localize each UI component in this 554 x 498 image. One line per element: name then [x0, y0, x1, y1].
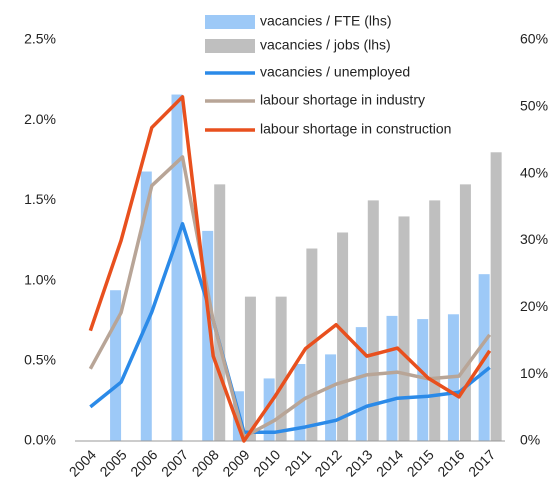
line-series: [88, 155, 492, 439]
bar: [263, 378, 275, 441]
x-tick-label: 2008: [189, 446, 222, 479]
y2-tick-label: 60%: [520, 31, 548, 47]
bar: [386, 315, 398, 441]
bar: [171, 94, 183, 441]
bar: [429, 200, 441, 441]
y2-tick-label: 30%: [520, 231, 548, 247]
x-tick-label: 2014: [373, 446, 406, 479]
x-tick-label: 2006: [127, 446, 160, 479]
x-tick-label: 2013: [342, 446, 375, 479]
bar: [355, 327, 367, 441]
legend-label: labour shortage in construction: [260, 121, 451, 137]
x-tick-label: 2005: [96, 446, 129, 479]
x-tick-label: 2011: [281, 446, 314, 479]
y-tick-label: 1.5%: [24, 191, 56, 207]
legend-swatch: [205, 39, 255, 53]
bar: [275, 296, 287, 441]
x-tick-label: 2012: [311, 446, 344, 479]
bar: [417, 319, 429, 441]
legend-swatch: [205, 15, 255, 29]
y2-tick-label: 0%: [520, 432, 540, 448]
bar: [202, 230, 214, 441]
y2-tick-label: 40%: [520, 164, 548, 180]
y-tick-label: 2.0%: [24, 111, 56, 127]
bar: [337, 232, 349, 441]
x-tick-label: 2007: [158, 446, 191, 479]
x-tick-label: 2010: [250, 446, 283, 479]
legend-label: vacancies / jobs (lhs): [260, 37, 391, 53]
bar: [244, 296, 256, 441]
bar: [110, 290, 122, 441]
y-tick-label: 0.5%: [24, 352, 56, 368]
bar: [140, 171, 152, 441]
legend-label: labour shortage in industry: [260, 92, 425, 108]
legend-label: vacancies / FTE (lhs): [260, 13, 391, 29]
y2-tick-label: 20%: [520, 298, 548, 314]
legend-label: vacancies / unemployed: [260, 64, 410, 80]
x-tick-label: 2015: [404, 446, 437, 479]
y2-tick-label: 10%: [520, 365, 548, 381]
line-series: [89, 222, 491, 435]
y-tick-label: 0.0%: [24, 432, 56, 448]
bar: [214, 184, 226, 442]
y-tick-label: 1.0%: [24, 271, 56, 287]
bar: [325, 354, 337, 441]
x-tick-label: 2009: [219, 446, 252, 479]
y2-tick-label: 50%: [520, 98, 548, 114]
bar: [367, 200, 379, 441]
x-tick-label: 2017: [465, 446, 498, 479]
bar: [459, 184, 471, 442]
line-series: [88, 95, 492, 443]
y-tick-label: 2.5%: [24, 31, 56, 47]
bar: [490, 152, 502, 441]
bar: [398, 216, 410, 441]
x-tick-label: 2004: [66, 446, 99, 479]
x-tick-label: 2016: [434, 446, 467, 479]
